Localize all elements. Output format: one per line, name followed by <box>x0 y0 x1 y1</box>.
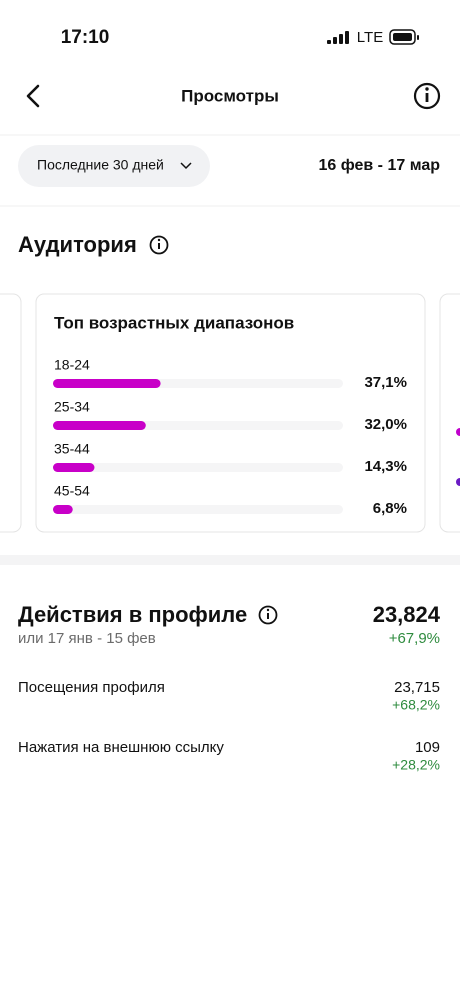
action-change: +28,2% <box>392 757 440 773</box>
section-separator <box>0 555 460 565</box>
date-range: 16 фев - 17 мар <box>318 157 440 174</box>
side-bar <box>456 428 460 436</box>
comparison-period: или 17 янв - 15 фев <box>18 630 156 647</box>
signal-icon <box>327 31 349 44</box>
side-card <box>439 293 460 533</box>
action-change: +68,2% <box>392 697 440 713</box>
status-time: 17:10 <box>61 27 110 48</box>
age-card <box>35 293 426 533</box>
percent-label: 32,0% <box>364 416 407 433</box>
percent-label: 6,8% <box>373 500 407 517</box>
bar <box>53 505 73 514</box>
action-value: 109 <box>415 739 440 756</box>
age-rows: 18-24 37,1% 25-34 32,0% 35-44 14,3% 45-54 6,8% <box>53 357 407 517</box>
percent-label: 37,1% <box>364 374 407 391</box>
back-button[interactable] <box>26 84 40 108</box>
bar-track <box>53 463 343 472</box>
side-bar <box>456 478 460 486</box>
info-icon[interactable] <box>258 605 278 625</box>
age-label: 45-54 <box>54 483 90 499</box>
percent-label: 14,3% <box>364 458 407 475</box>
side-card <box>0 293 22 533</box>
age-label: 25-34 <box>54 399 90 415</box>
period-label: Последние 30 дней <box>37 157 164 173</box>
page-title: Просмотры <box>181 86 279 105</box>
action-label: Посещения профиля <box>18 679 165 696</box>
section-title: Аудитория <box>18 232 137 257</box>
bar <box>53 379 161 388</box>
age-label: 18-24 <box>54 357 90 373</box>
dropdown-icon <box>180 162 192 170</box>
battery-icon <box>389 29 419 45</box>
action-items: Посещения профиля 23,715+68,2% Нажатия на … <box>18 679 440 773</box>
info-icon[interactable] <box>149 235 169 255</box>
period-button[interactable] <box>18 145 210 187</box>
card-title: Топ возрастных диапазонов <box>54 313 294 332</box>
total-value: 23,824 <box>373 602 441 627</box>
action-label: Нажатия на внешнюю ссылку <box>18 739 224 756</box>
info-button[interactable] <box>413 82 441 110</box>
bar <box>53 421 146 430</box>
bar-track <box>53 505 343 514</box>
section-title: Действия в профиле <box>18 602 247 627</box>
total-change: +67,9% <box>389 630 440 647</box>
age-label: 35-44 <box>54 441 90 457</box>
action-value: 23,715 <box>394 679 440 696</box>
network-label: LTE <box>357 29 383 46</box>
bar <box>53 463 95 472</box>
